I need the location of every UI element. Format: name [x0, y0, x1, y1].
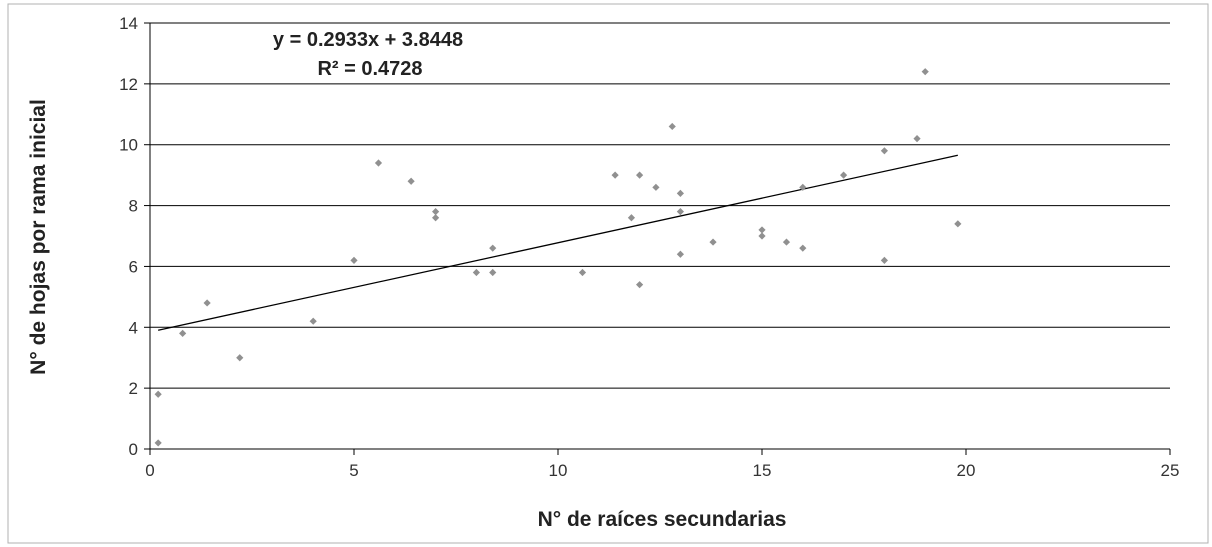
- data-point: [799, 183, 807, 191]
- data-point: [236, 354, 244, 362]
- y-tick-label: 10: [119, 136, 138, 155]
- y-tick-label: 6: [129, 257, 138, 276]
- data-point: [636, 171, 644, 179]
- data-point: [880, 256, 888, 264]
- data-points: [154, 68, 962, 447]
- data-point: [432, 208, 440, 216]
- data-point: [676, 189, 684, 197]
- data-point: [578, 268, 587, 277]
- trendline: [158, 154, 958, 331]
- y-tick-label: 2: [129, 379, 138, 398]
- data-point: [758, 232, 766, 240]
- chart-frame: [7, 3, 1209, 544]
- data-point: [432, 214, 440, 222]
- data-point: [676, 250, 684, 258]
- data-point: [611, 171, 619, 179]
- data-point: [799, 244, 807, 252]
- y-tick-label: 4: [129, 318, 138, 337]
- data-point: [636, 281, 644, 289]
- x-tick-label: 25: [1161, 461, 1180, 480]
- data-point: [489, 244, 497, 252]
- axes: 0 2 4 6 8 10 12 14 0 5 10 15 20 25: [119, 14, 1179, 480]
- data-point: [203, 299, 211, 307]
- x-tick-label: 5: [349, 461, 358, 480]
- data-point: [627, 214, 636, 222]
- trendline-r-squared: R² = 0.4728: [317, 58, 422, 80]
- data-point: [407, 177, 415, 185]
- data-point: [472, 268, 480, 277]
- data-point: [913, 135, 921, 143]
- x-tick-label: 0: [145, 461, 154, 480]
- data-point: [676, 208, 684, 216]
- data-point: [782, 238, 791, 246]
- data-point: [154, 390, 162, 398]
- y-tick-label: 8: [129, 197, 138, 216]
- y-axis-title: N° de hojas por rama inicial: [27, 99, 50, 375]
- data-point: [374, 159, 383, 167]
- data-point: [758, 226, 766, 234]
- data-point: [489, 268, 497, 277]
- data-point: [179, 329, 187, 337]
- y-tick-label: 0: [129, 440, 138, 459]
- data-point: [154, 439, 162, 447]
- trendline-group: [158, 154, 958, 331]
- y-tick-label: 12: [119, 75, 138, 94]
- x-tick-label: 20: [957, 461, 976, 480]
- data-point: [668, 122, 676, 131]
- x-axis-title: N° de raíces secundarias: [538, 508, 787, 531]
- gridlines: [150, 22, 1170, 389]
- x-tick-label: 15: [753, 461, 772, 480]
- data-point: [709, 238, 717, 246]
- data-point: [652, 183, 660, 191]
- data-point: [880, 147, 888, 155]
- data-point: [840, 171, 848, 179]
- data-point: [954, 220, 962, 228]
- x-tick-label: 10: [549, 461, 568, 480]
- trendline-equation: y = 0.2933x + 3.8448: [273, 29, 463, 51]
- y-tick-label: 14: [119, 14, 138, 33]
- data-point: [350, 256, 358, 264]
- data-point: [309, 317, 317, 325]
- labels: y = 0.2933x + 3.8448 R² = 0.4728 N° de r…: [27, 29, 786, 531]
- data-point: [921, 68, 929, 76]
